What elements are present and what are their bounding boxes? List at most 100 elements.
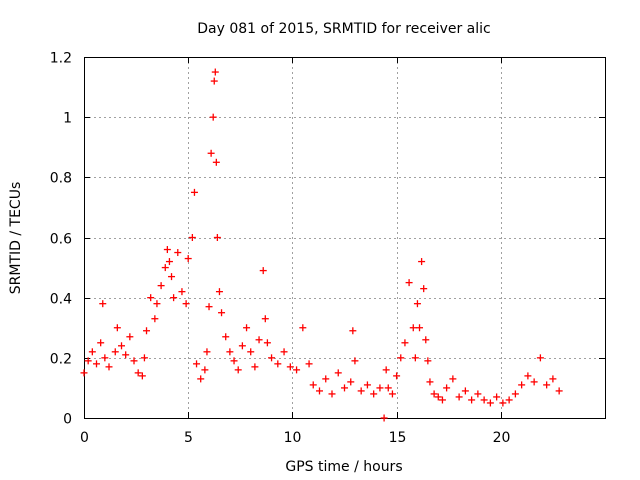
data-point [280, 348, 288, 356]
data-point [174, 249, 182, 257]
data-point [209, 113, 217, 121]
data-point [549, 375, 557, 383]
data-point [357, 387, 365, 395]
data-point [397, 354, 405, 362]
data-point [218, 309, 226, 317]
data-point [434, 393, 442, 401]
data-point [493, 393, 501, 401]
data-point [388, 390, 396, 398]
data-point [422, 336, 430, 344]
data-point [143, 327, 151, 335]
data-point [190, 188, 198, 196]
data-point [201, 366, 209, 374]
data-point [461, 387, 469, 395]
data-point [438, 396, 446, 404]
x-tick-label: 20 [493, 430, 511, 446]
y-tick-label: 0 [63, 412, 72, 428]
data-point [207, 149, 215, 157]
data-point [376, 384, 384, 392]
data-point [530, 378, 538, 386]
data-point [363, 381, 371, 389]
data-point [111, 348, 119, 356]
y-tick-labels: 0 0.2 0.4 0.6 0.8 1 1.2 [50, 51, 72, 428]
data-point [411, 354, 419, 362]
data-point [263, 339, 271, 347]
data-point [293, 366, 301, 374]
data-point [130, 357, 138, 365]
data-point [334, 369, 342, 377]
chart-title: Day 081 of 2015, SRMTID for receiver ali… [197, 21, 490, 37]
data-point [134, 369, 142, 377]
data-point [212, 158, 220, 166]
data-point [247, 348, 255, 356]
x-tick-label: 0 [80, 430, 89, 446]
y-tick-label: 1 [63, 111, 72, 127]
data-point [211, 68, 219, 76]
data-point [328, 390, 336, 398]
data-point [382, 366, 390, 374]
data-point [138, 372, 146, 380]
data-point [147, 294, 155, 302]
data-point [193, 360, 201, 368]
data-point [113, 324, 121, 332]
grid [84, 57, 605, 418]
data-point [222, 333, 230, 341]
data-point [178, 288, 186, 296]
data-point [309, 381, 317, 389]
data-point [184, 255, 192, 263]
data-point [259, 267, 267, 275]
data-point [486, 399, 494, 407]
data-point [230, 357, 238, 365]
data-point [243, 324, 251, 332]
data-point [349, 327, 357, 335]
data-point [226, 348, 234, 356]
data-point [93, 360, 101, 368]
data-point [424, 357, 432, 365]
data-point [261, 315, 269, 323]
axis-ticks [84, 57, 605, 419]
data-point [299, 324, 307, 332]
data-point [210, 77, 218, 85]
data-point [161, 264, 169, 272]
data-point [140, 354, 148, 362]
data-point [101, 354, 109, 362]
data-point [405, 279, 413, 287]
data-point [370, 390, 378, 398]
data-point [401, 339, 409, 347]
data-point [182, 300, 190, 308]
data-point [170, 294, 178, 302]
x-tick-label: 15 [389, 430, 407, 446]
x-tick-label: 5 [184, 430, 193, 446]
data-point [443, 384, 451, 392]
data-point [480, 396, 488, 404]
data-point [118, 342, 126, 350]
data-point [416, 324, 424, 332]
data-points [80, 68, 563, 422]
y-tick-label: 0.6 [50, 232, 72, 248]
y-axis-label: SRMTID / TECUs [8, 182, 24, 295]
data-point [418, 258, 426, 266]
data-point [80, 369, 88, 377]
data-point [168, 273, 176, 281]
data-point [203, 348, 211, 356]
data-point [157, 282, 165, 290]
data-point [188, 234, 196, 241]
data-point [536, 354, 544, 362]
data-point [84, 357, 92, 365]
data-point [413, 300, 421, 308]
data-point [268, 354, 276, 362]
data-point [274, 360, 282, 368]
data-point [393, 372, 401, 380]
data-point [215, 288, 223, 296]
data-point [511, 390, 519, 398]
data-point [153, 300, 161, 308]
data-point [105, 363, 113, 371]
data-point [126, 333, 134, 341]
data-point [305, 360, 313, 368]
data-point [380, 414, 388, 422]
data-point [165, 258, 173, 266]
data-point [468, 396, 476, 404]
data-point [420, 285, 428, 293]
data-point [384, 384, 392, 392]
